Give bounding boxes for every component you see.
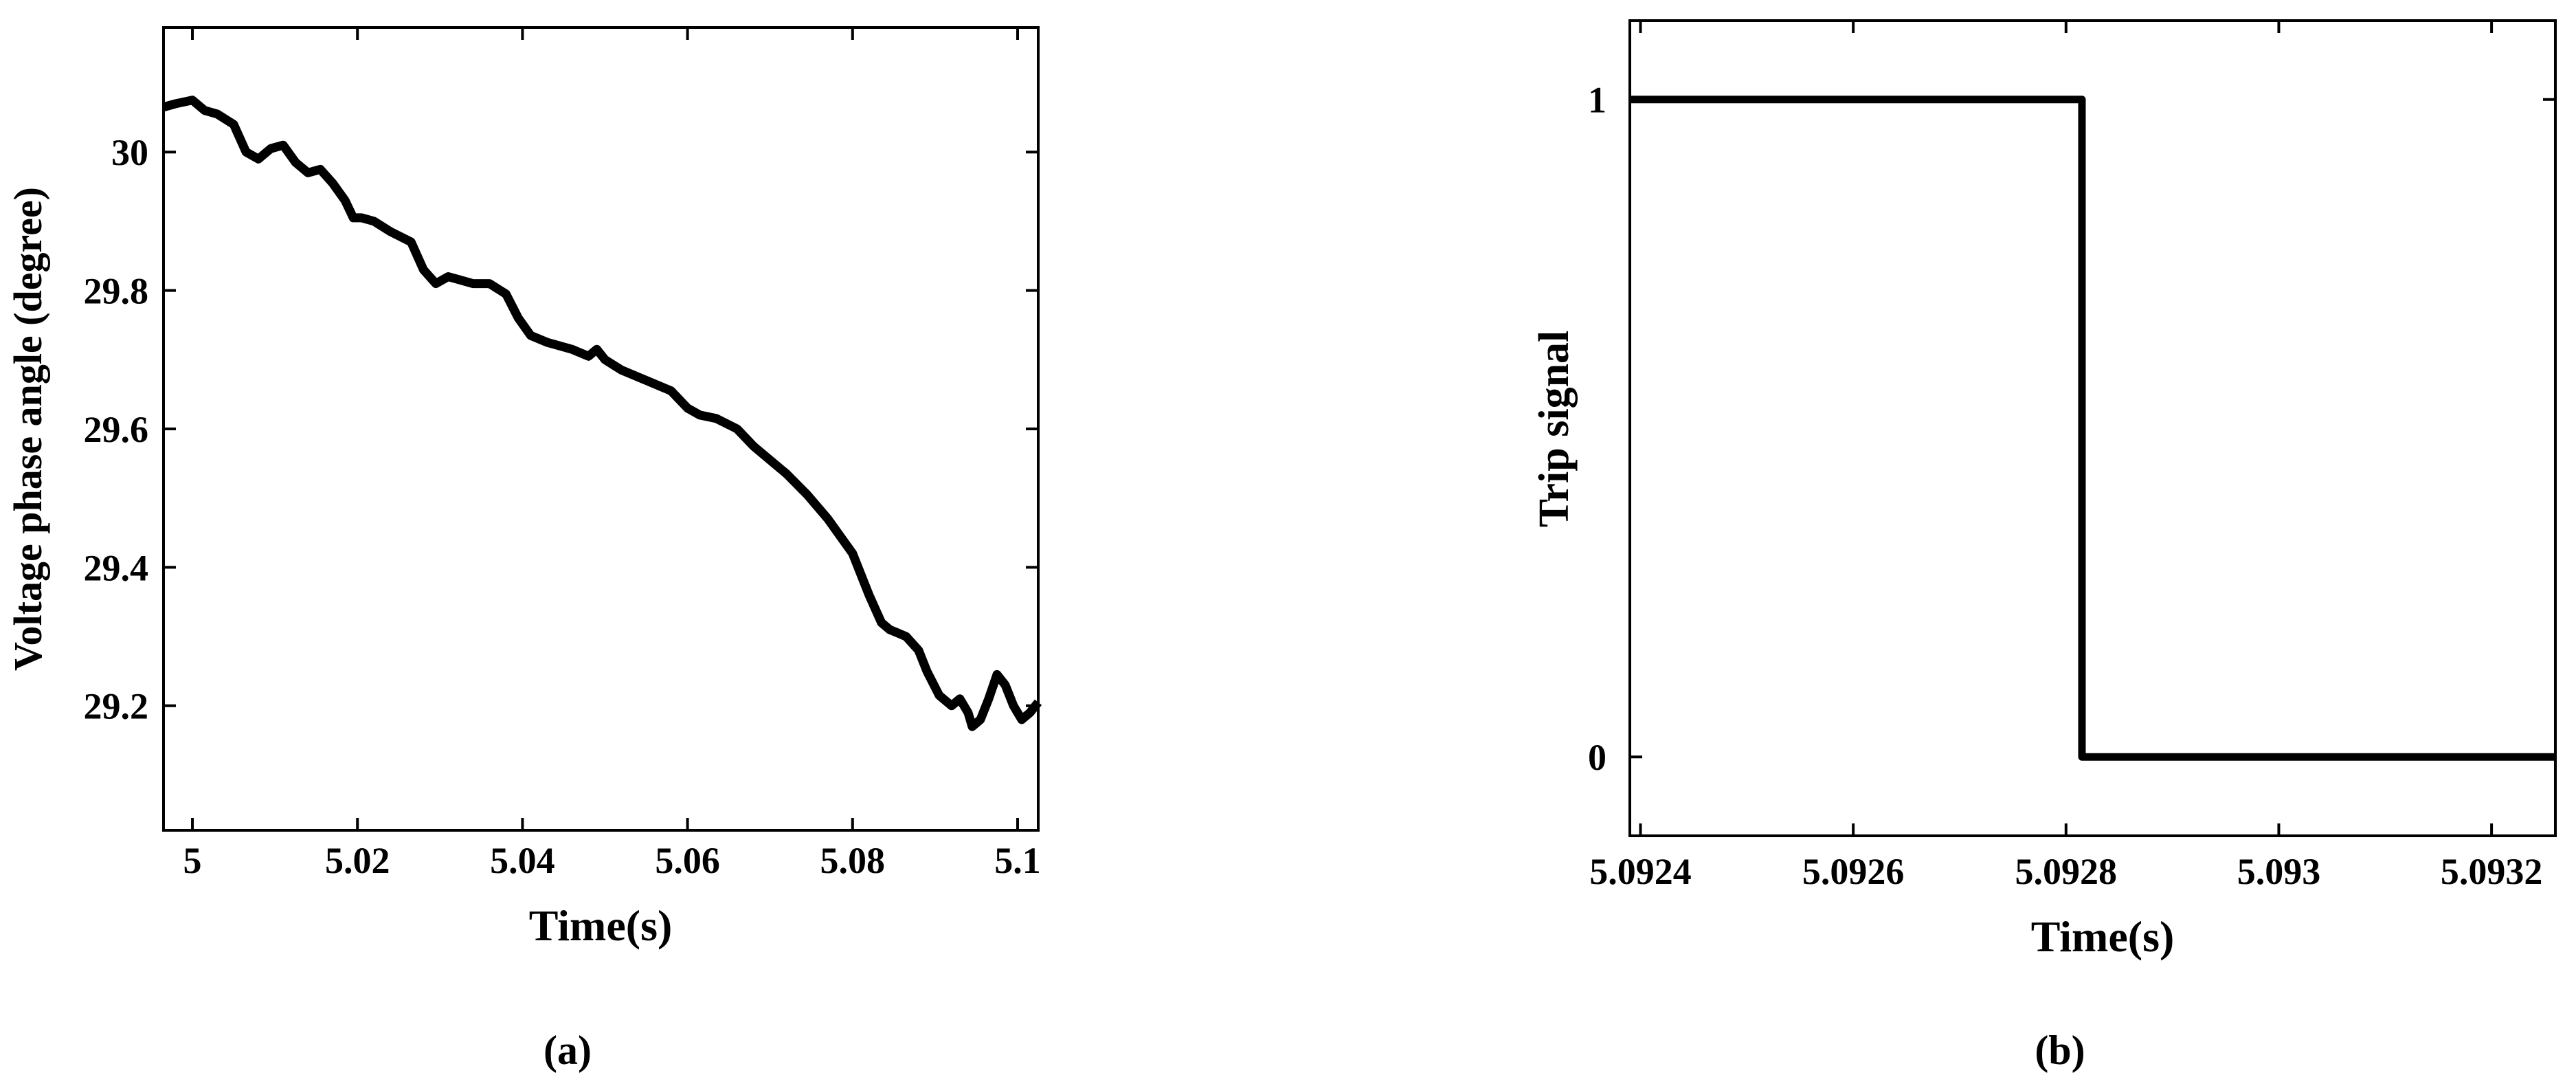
x-tick-labels: 5.0924 5.0926 5.0928 5.093 5.0932 <box>1589 851 2542 892</box>
x-tick-labels: 5 5.02 5.04 5.06 5.08 5.1 <box>183 840 1041 881</box>
panel-b-chart: 01 5.0924 5.0926 5.0928 5.093 5.0932 Time(s)… <box>1531 19 2557 1073</box>
plot-series-group <box>162 96 1042 731</box>
x-tick-label: 5.08 <box>820 840 886 881</box>
x-tick-label: 5.04 <box>490 840 555 881</box>
x-tick-label: 5.02 <box>325 840 390 881</box>
y-axis-label: Trip signal <box>1531 331 1578 528</box>
x-tick-label: 5.0928 <box>2015 851 2118 892</box>
y-tick-label: 29.2 <box>84 686 149 727</box>
x-tick-label: 5 <box>183 840 202 881</box>
y-tick-label: 29.6 <box>84 409 149 450</box>
x-axis-label: Time(s) <box>529 901 673 950</box>
x-axis-label: Time(s) <box>2031 912 2175 961</box>
plot-area-frame <box>162 26 1040 832</box>
y-axis-ticks <box>1630 98 2555 759</box>
y-tick-labels: 29.2 29.4 29.6 29.8 30 <box>84 132 149 727</box>
y-axis-ticks <box>164 151 1038 707</box>
plot-area-frame <box>1628 19 2557 837</box>
y-axis-label: Voltage phase angle (degree) <box>5 187 50 671</box>
series-line <box>162 96 1042 731</box>
x-tick-label: 5.0932 <box>2441 851 2543 892</box>
x-axis-ticks <box>1639 21 2494 836</box>
panel-a-chart: 29.229.429.629.830 5 5.02 5.04 5.06 5.08 5.1 … <box>5 26 1042 1073</box>
series-line <box>1630 96 2555 761</box>
x-tick-label: 5.0926 <box>1802 851 1905 892</box>
x-axis-ticks <box>191 27 1019 830</box>
y-tick-label: 0 <box>1588 737 1606 778</box>
panel-label-a: (a) <box>544 1028 592 1073</box>
x-tick-label: 5.1 <box>994 840 1041 881</box>
y-tick-label: 29.4 <box>84 547 149 588</box>
y-tick-label: 29.8 <box>84 271 149 312</box>
panel-label-b: (b) <box>2035 1028 2085 1073</box>
x-tick-label: 5.093 <box>2237 851 2321 892</box>
x-tick-label: 5.06 <box>655 840 720 881</box>
plot-series-group <box>1630 96 2555 761</box>
y-tick-label: 1 <box>1588 80 1606 121</box>
y-tick-labels: 01 <box>1588 80 1606 778</box>
x-tick-label: 5.0924 <box>1589 851 1692 892</box>
y-tick-label: 30 <box>111 132 148 173</box>
